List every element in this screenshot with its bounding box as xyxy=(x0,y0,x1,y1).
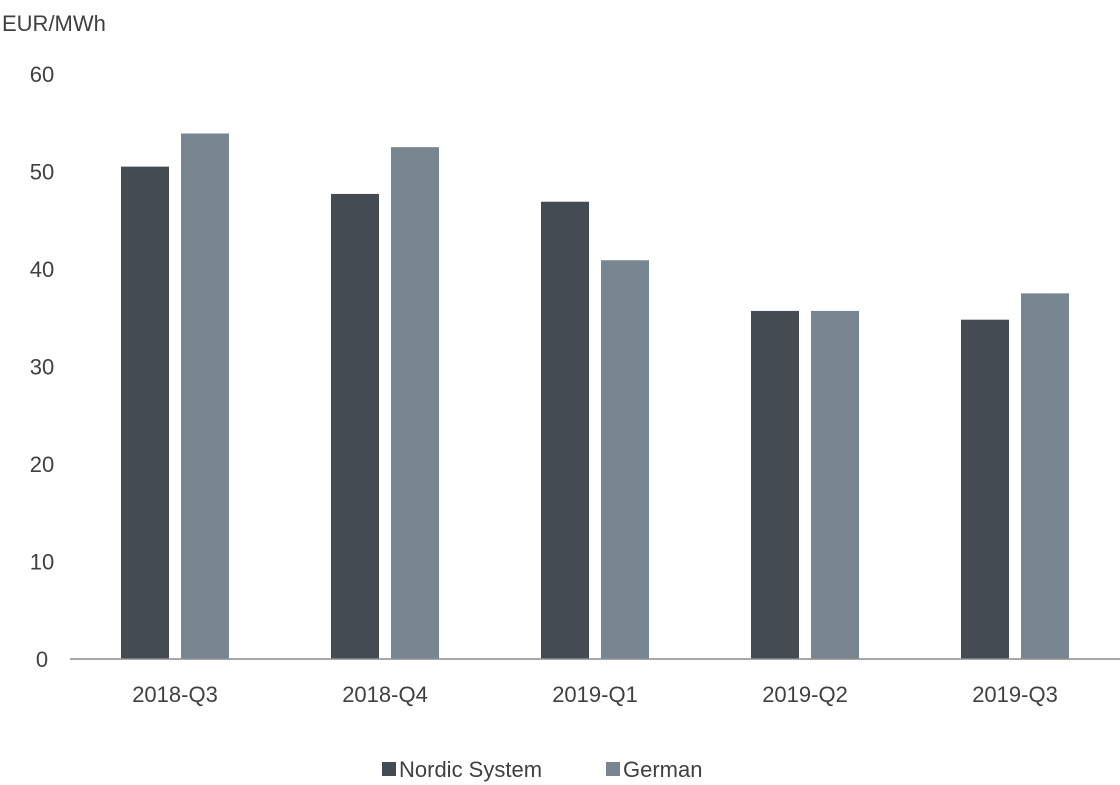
bar-german-2019-q3 xyxy=(1021,293,1069,659)
y-axis-unit-label: EUR/MWh xyxy=(2,11,106,36)
x-tick-label: 2018-Q4 xyxy=(342,682,428,707)
x-tick-label: 2019-Q3 xyxy=(972,682,1058,707)
x-axis-ticks: 2018-Q3 2018-Q4 2019-Q1 2019-Q2 2019-Q3 xyxy=(132,682,1058,707)
bar-nordic-system-2018-q4 xyxy=(331,193,379,660)
y-tick-label: 20 xyxy=(30,452,54,477)
bar-german-2018-q4 xyxy=(391,147,439,659)
y-tick-label: 50 xyxy=(30,160,54,185)
legend-swatch xyxy=(382,762,396,776)
bar-german-2018-q3 xyxy=(181,133,229,660)
y-axis-ticks: 0 10 20 30 40 50 60 xyxy=(30,62,54,672)
x-tick-label: 2019-Q1 xyxy=(552,682,638,707)
legend-label: Nordic System xyxy=(399,757,542,782)
y-tick-label: 0 xyxy=(36,647,48,672)
x-tick-label: 2019-Q2 xyxy=(762,682,848,707)
y-tick-label: 60 xyxy=(30,62,54,87)
x-tick-label: 2018-Q3 xyxy=(132,682,218,707)
y-tick-label: 40 xyxy=(30,257,54,282)
y-tick-label: 30 xyxy=(30,355,54,380)
bar-nordic-system-2019-q1 xyxy=(541,201,589,659)
bar-nordic-system-2019-q3 xyxy=(961,319,1009,659)
bar-german-2019-q2 xyxy=(811,310,859,659)
y-tick-label: 10 xyxy=(30,550,54,575)
legend-swatch xyxy=(606,762,620,776)
bar-nordic-system-2019-q2 xyxy=(751,310,799,659)
legend: Nordic System German xyxy=(382,757,702,782)
legend-label: German xyxy=(623,757,702,782)
bar-german-2019-q1 xyxy=(601,260,649,659)
bars xyxy=(121,133,1069,660)
bar-nordic-system-2018-q3 xyxy=(121,166,169,659)
